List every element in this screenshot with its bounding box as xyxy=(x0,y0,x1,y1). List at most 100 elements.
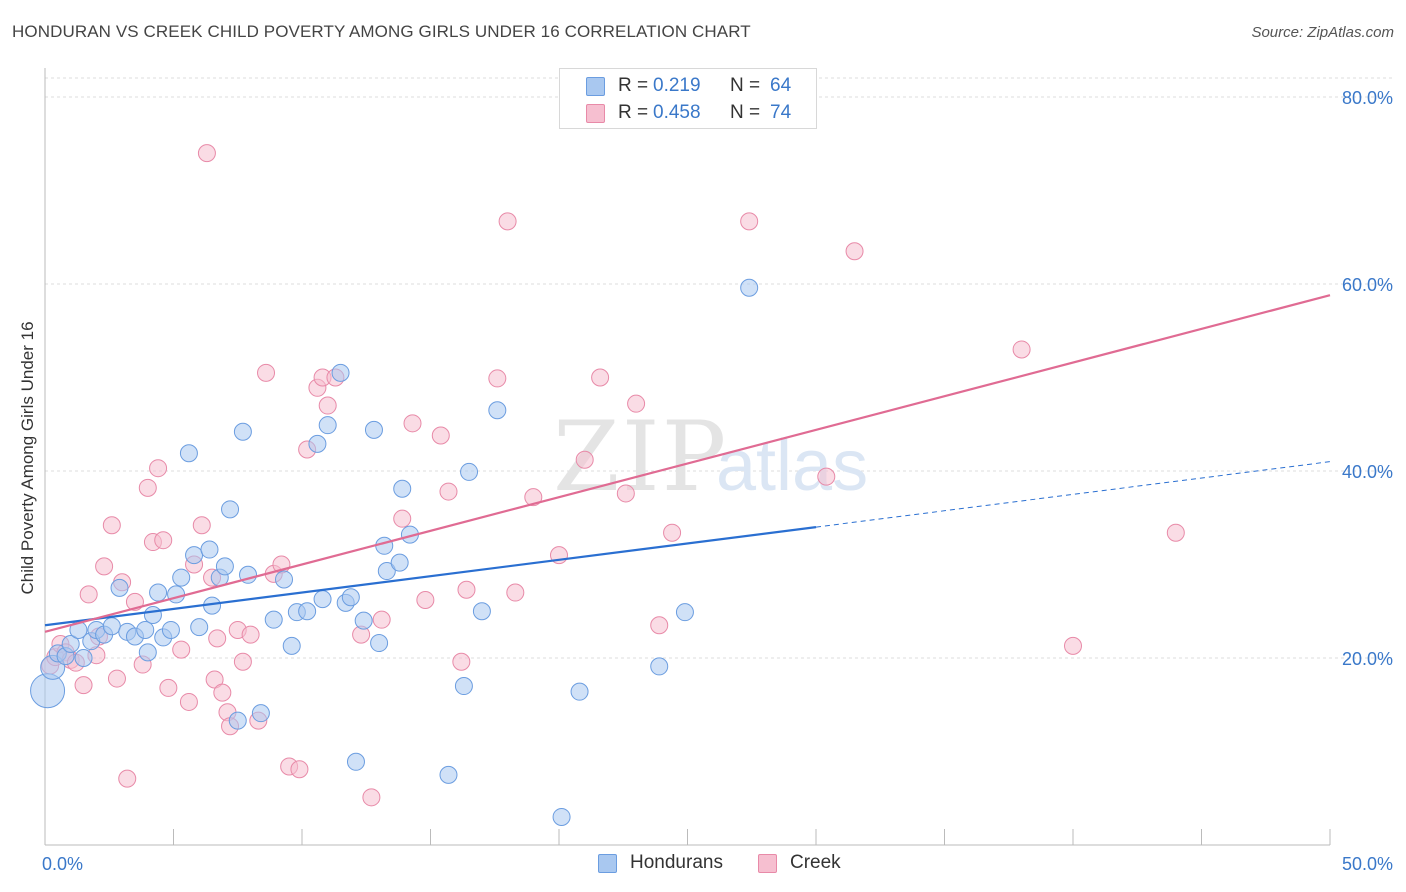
creek-point xyxy=(498,212,517,231)
y-tick-label: 60.0% xyxy=(1342,275,1393,295)
hondurans-point xyxy=(200,540,219,559)
creek-point xyxy=(416,591,435,610)
hondurans-point xyxy=(454,677,473,696)
creek-point xyxy=(213,683,232,702)
creek-point xyxy=(138,478,157,497)
hondurans-point xyxy=(370,634,389,653)
hondurans-point xyxy=(228,711,247,730)
hondurans-point xyxy=(143,605,162,624)
hondurans-point xyxy=(275,570,294,589)
hondurans-point xyxy=(298,602,317,621)
creek-point xyxy=(627,394,646,413)
chart-title: HONDURAN VS CREEK CHILD POVERTY AMONG GI… xyxy=(12,22,751,41)
r-value: 0.458 xyxy=(653,102,701,123)
hondurans-point xyxy=(331,363,350,382)
legend-label-creek: Creek xyxy=(790,852,841,873)
creek-point xyxy=(1012,340,1031,359)
creek-point xyxy=(616,484,635,503)
creek-trend-line xyxy=(44,294,1331,633)
stats-legend: R = 0.219 N = 64 R = 0.458 N = 74 xyxy=(559,68,817,129)
creek-point xyxy=(457,580,476,599)
n-label: N = xyxy=(730,75,761,96)
creek-point xyxy=(233,652,252,671)
hondurans-point xyxy=(264,610,283,629)
creek-point xyxy=(74,676,93,695)
hondurans-point xyxy=(377,562,396,581)
hondurans-point xyxy=(460,462,479,481)
hondurans-point xyxy=(30,673,66,709)
hondurans-points xyxy=(30,278,759,826)
r-value: 0.219 xyxy=(653,75,701,96)
hondurans-point xyxy=(318,416,337,435)
axes xyxy=(44,68,1331,846)
creek-point xyxy=(149,459,168,478)
creek-point xyxy=(208,629,227,648)
creek-point xyxy=(192,516,211,535)
hondurans-point xyxy=(185,546,204,565)
creek-point xyxy=(817,467,836,486)
hondurans-point xyxy=(215,557,234,576)
creek-point xyxy=(506,583,525,602)
creek-point xyxy=(439,482,458,501)
creek-point xyxy=(393,509,412,528)
creek-point xyxy=(372,610,391,629)
n-label: N = xyxy=(730,102,761,123)
n-value: 64 xyxy=(770,75,792,96)
hondurans-point xyxy=(675,603,694,622)
creek-point xyxy=(197,144,216,163)
hondurans-point xyxy=(346,752,365,771)
watermark-atlas: atlas xyxy=(716,426,868,506)
hondurans-point xyxy=(552,807,571,826)
hondurans-point xyxy=(393,479,412,498)
creek-point xyxy=(488,369,507,388)
hondurans-point xyxy=(375,536,394,555)
hondurans-point xyxy=(354,611,373,630)
creek-point xyxy=(102,516,121,535)
creek-point xyxy=(650,616,669,635)
n-value: 74 xyxy=(770,102,792,123)
creek-point xyxy=(118,769,137,788)
hondurans-point xyxy=(364,420,383,439)
hondurans-point xyxy=(74,649,93,667)
hondurans-point xyxy=(167,585,186,604)
creek-point xyxy=(431,426,450,445)
hondurans-point xyxy=(570,682,589,701)
x-tick-label-max: 50.0% xyxy=(1342,854,1393,874)
r-label: R = xyxy=(618,75,649,96)
legend-label-hondurans: Hondurans xyxy=(630,852,723,873)
tick-labels: 20.0% 40.0% 60.0% 80.0% 0.0% 50.0% xyxy=(42,88,1393,874)
creek-point xyxy=(79,585,98,604)
creek-point xyxy=(318,396,337,415)
creek-point xyxy=(1166,523,1185,542)
creek-point xyxy=(403,414,422,433)
creek-point xyxy=(107,669,126,688)
creek-point xyxy=(241,625,260,644)
hondurans-point xyxy=(472,602,491,621)
creek-point xyxy=(845,242,864,261)
hondurans-point xyxy=(221,500,240,519)
hondurans-point xyxy=(190,618,209,637)
hondurans-point xyxy=(650,657,669,676)
creek-point xyxy=(1064,636,1082,655)
creek-point xyxy=(591,368,610,387)
creek-point xyxy=(740,212,759,231)
creek-point xyxy=(452,652,471,671)
creek-point xyxy=(95,557,114,576)
hondurans-point xyxy=(282,636,301,655)
creek-point xyxy=(159,678,178,697)
creek-point xyxy=(257,363,276,382)
hondurans-point xyxy=(313,590,332,609)
creek-point xyxy=(524,488,543,507)
hondurans-point xyxy=(740,278,759,297)
hondurans-point xyxy=(251,704,270,723)
hondurans-point xyxy=(233,422,252,441)
hondurans-point xyxy=(179,444,198,463)
hondurans-point xyxy=(61,634,80,653)
hondurans-point xyxy=(488,401,507,420)
creek-point xyxy=(663,523,682,542)
y-tick-label: 80.0% xyxy=(1342,88,1393,108)
creek-point xyxy=(362,788,381,807)
hondurans-point xyxy=(341,588,360,607)
hondurans-point xyxy=(172,568,191,587)
